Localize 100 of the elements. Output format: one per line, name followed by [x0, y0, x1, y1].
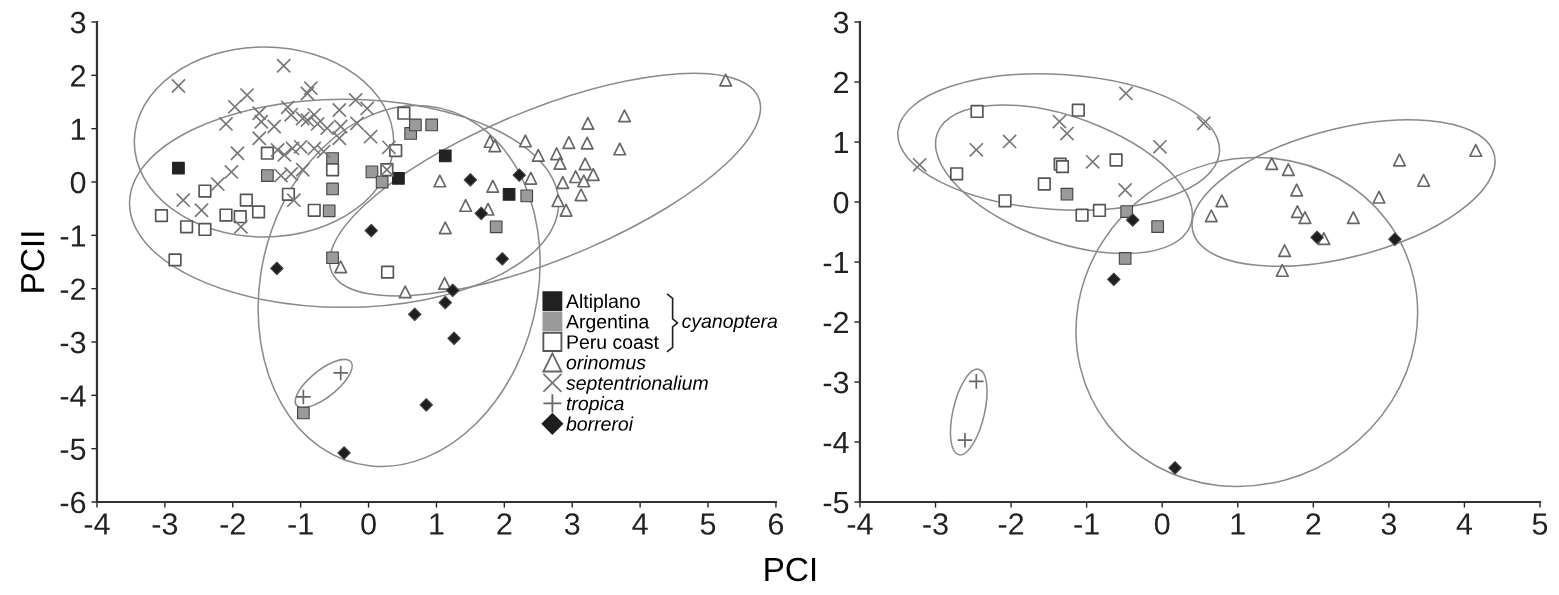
point: [586, 167, 600, 182]
point: [280, 99, 296, 115]
point: [1092, 203, 1107, 218]
point: [433, 174, 447, 188]
point: [364, 223, 379, 238]
point: [438, 149, 452, 163]
point: [1125, 213, 1140, 227]
point: [1277, 243, 1292, 258]
y-tick-label: -4: [823, 432, 849, 454]
point: [297, 406, 310, 420]
point: [1196, 115, 1212, 131]
point: [425, 118, 439, 132]
point: [1290, 204, 1305, 219]
y-tick-label: -2: [60, 278, 86, 300]
point: [463, 173, 478, 187]
point: [950, 167, 964, 181]
point: [437, 276, 452, 290]
point: [581, 116, 595, 130]
point: [316, 144, 332, 160]
point: [322, 204, 336, 218]
point: [574, 188, 588, 202]
x-tick-label: 0: [361, 513, 376, 535]
point: [276, 147, 292, 163]
point: [447, 331, 461, 346]
point: [303, 80, 319, 96]
point: [233, 210, 247, 224]
y-tick-label: 3: [70, 11, 86, 34]
point: [1118, 252, 1132, 265]
y-tick-label: -3: [60, 331, 86, 354]
point: [568, 170, 583, 184]
point: [524, 171, 538, 185]
y-tick-label: 0: [70, 171, 86, 194]
point: [1071, 103, 1085, 117]
x-tick-label: 1: [1231, 513, 1245, 535]
point: [398, 285, 412, 299]
point: [175, 192, 191, 208]
point: [194, 202, 209, 218]
point: [520, 189, 534, 203]
point: [306, 107, 322, 123]
point: [551, 194, 565, 208]
point: [239, 87, 255, 103]
point: [1152, 139, 1168, 155]
point: [1416, 173, 1431, 188]
point: [223, 164, 239, 180]
point: [1290, 183, 1304, 197]
point: [326, 182, 339, 196]
point: [397, 106, 411, 120]
point: [1204, 209, 1218, 223]
point: [276, 58, 292, 74]
x-tick-label: -3: [923, 513, 948, 535]
y-tick-label: 2: [834, 71, 848, 94]
point: [1051, 114, 1067, 130]
point: [489, 220, 503, 234]
point: [261, 169, 274, 182]
point: [438, 295, 453, 310]
point: [295, 162, 311, 178]
y-tick-label: -1: [823, 252, 849, 274]
point: [283, 107, 299, 123]
point: [171, 78, 186, 94]
point: [970, 104, 984, 119]
point: [260, 146, 275, 160]
point: [179, 220, 194, 234]
point: [474, 206, 489, 221]
point: [1388, 232, 1402, 246]
point: [334, 260, 348, 274]
legend-label: Peru coast: [567, 335, 659, 349]
point: [168, 253, 182, 267]
point: [580, 136, 594, 150]
point: [1060, 187, 1074, 201]
point: [219, 208, 233, 222]
point: [210, 176, 226, 192]
y-tick-label: 1: [834, 132, 849, 154]
point: [251, 130, 267, 146]
x-tick-label: 6: [768, 513, 784, 535]
point: [1168, 461, 1182, 475]
point: [1085, 154, 1101, 170]
x-tick-label: 3: [564, 513, 580, 535]
point: [198, 184, 212, 198]
y-tick-label: -4: [60, 385, 86, 407]
legend-label: Argentina: [566, 314, 650, 333]
point: [559, 203, 573, 217]
x-tick-label: 2: [497, 513, 512, 535]
legend-label: tropica: [566, 396, 624, 415]
x-tick-label: 5: [1532, 513, 1548, 535]
point: [300, 86, 315, 101]
point: [251, 105, 267, 121]
y-tick-label: -1: [60, 225, 86, 247]
point: [419, 398, 434, 412]
point: [1392, 153, 1407, 167]
point: [326, 251, 339, 265]
point: [218, 116, 234, 132]
point: [1215, 194, 1229, 208]
y-tick-label: 3: [833, 11, 849, 34]
point: [331, 102, 347, 118]
point: [556, 175, 570, 190]
point: [1117, 182, 1133, 198]
legend-label: orinomus: [566, 355, 646, 370]
point: [495, 252, 510, 266]
point: [968, 373, 985, 390]
point: [172, 161, 185, 175]
